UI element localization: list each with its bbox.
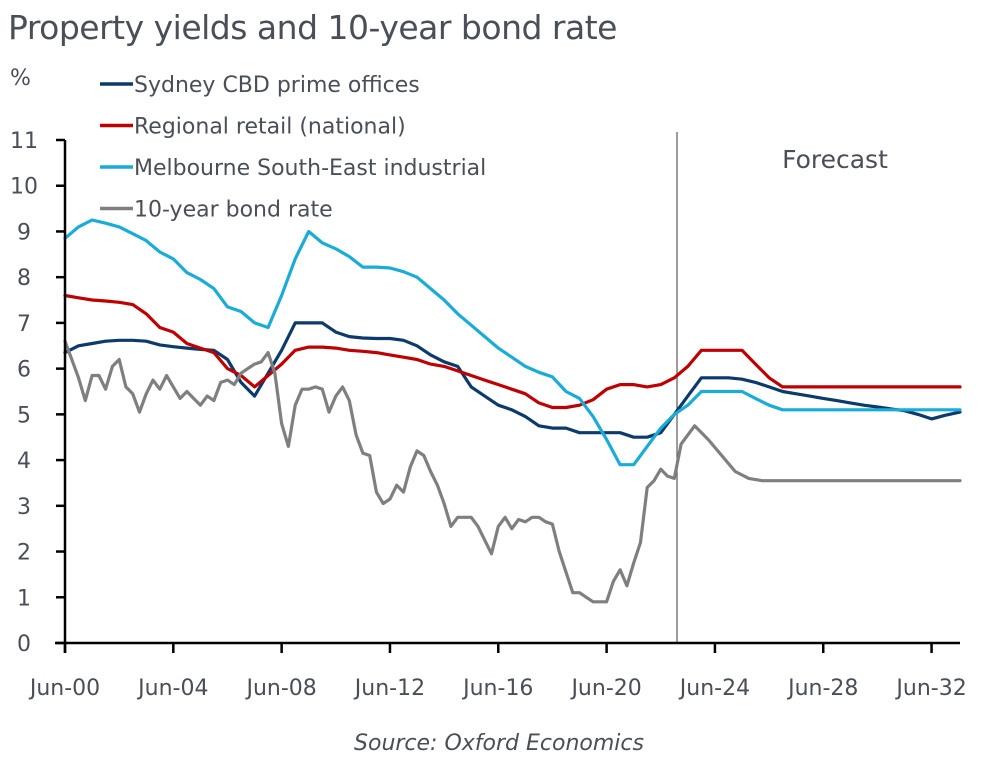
series-line-regional-retail-national [63,293,962,410]
source-note: Source: Oxford Economics [354,731,644,756]
y-axis-unit-label: % [10,66,31,91]
legend-item: Sydney CBD prime offices [100,73,420,98]
forecast-label: Forecast [782,145,888,174]
y-tick-label: 2 [17,541,31,566]
series-line-melbourne-south-east-industrial [63,218,962,467]
legend-label: Sydney CBD prime offices [134,73,420,98]
x-tick-label: Jun-24 [678,676,750,701]
series-line-sydney-cbd-prime-offices [63,321,962,439]
legend-item: Melbourne South-East industrial [100,156,486,181]
x-tick-label: Jun-04 [136,676,208,701]
y-tick-label: 6 [17,358,31,383]
x-tick-label: Jun-12 [353,676,425,701]
x-tick-label: Jun-08 [244,676,316,701]
legend-item: Regional retail (national) [100,115,406,140]
chart-title: Property yields and 10-year bond rate [8,8,617,47]
y-tick-label: 4 [17,449,31,474]
legend-label: 10-year bond rate [134,198,333,223]
y-tick-label: 9 [17,220,31,245]
y-tick-label: 0 [17,632,31,657]
legend-label: Melbourne South-East industrial [134,156,486,181]
legend-label: Regional retail (national) [134,115,406,140]
series-line-10-year-bond-rate [63,339,962,604]
legend-item: 10-year bond rate [100,198,333,223]
y-tick-label: 11 [10,129,38,154]
x-tick-label: Jun-20 [569,676,641,701]
y-tick-label: 5 [17,403,31,428]
x-tick-label: Jun-28 [786,676,858,701]
y-tick-label: 10 [10,175,38,200]
y-tick-label: 7 [17,312,31,337]
x-tick-label: Jun-00 [28,676,100,701]
y-tick-label: 3 [17,495,31,520]
x-tick-label: Jun-16 [461,676,533,701]
y-tick-label: 8 [17,266,31,291]
y-tick-label: 1 [17,586,31,611]
x-tick-label: Jun-32 [894,676,966,701]
